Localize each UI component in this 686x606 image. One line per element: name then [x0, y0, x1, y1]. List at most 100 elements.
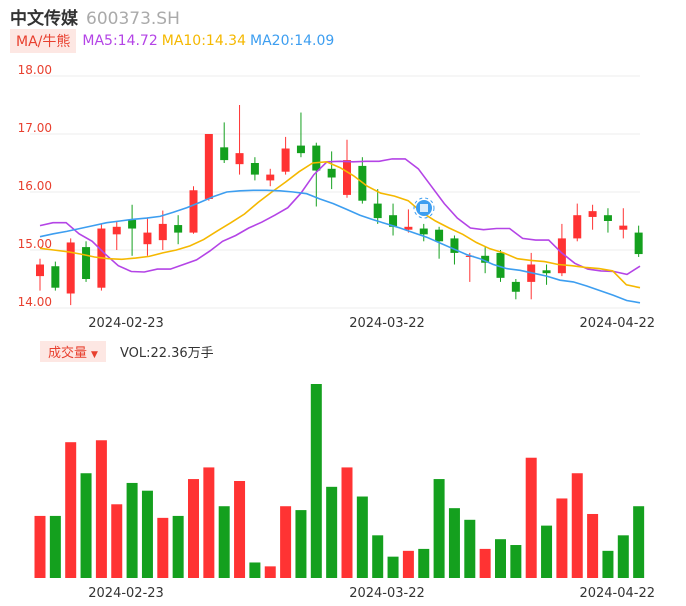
volume-bar — [433, 479, 445, 578]
volume-bar — [141, 490, 153, 578]
price-tick-label: 17.00 — [18, 121, 52, 135]
candle-body — [343, 160, 351, 195]
volume-bar — [157, 517, 169, 578]
ma10-label: MA10:14.34 — [161, 33, 247, 49]
volume-bar — [172, 515, 184, 578]
stock-name: 中文传媒 — [10, 9, 78, 29]
volume-bar — [249, 562, 261, 578]
candle-body — [204, 134, 213, 199]
date-tick-label: 2024-03-22 — [349, 586, 425, 601]
candle-body — [36, 264, 44, 277]
volume-bar — [280, 506, 292, 578]
price-date-labels: 2024-02-23 2024-03-22 2024-04-22 — [88, 316, 655, 331]
stock-code: 600373.SH — [86, 9, 180, 29]
candle — [204, 134, 213, 201]
volume-toggle-label: 成交量 — [48, 345, 88, 361]
date-tick-label: 2024-02-23 — [88, 586, 164, 601]
candle-body — [112, 226, 121, 235]
volume-bar — [49, 515, 61, 578]
candle-body — [481, 255, 490, 263]
candle-body — [573, 215, 582, 239]
candle — [250, 157, 259, 181]
news-marker-icon[interactable] — [413, 197, 435, 219]
volume-bar — [402, 550, 414, 578]
volume-bar — [372, 535, 384, 578]
volume-legend: 成交量 ▼ VOL:22.36万手 — [40, 340, 214, 362]
date-tick-label: 2024-04-22 — [579, 316, 655, 331]
candle — [296, 112, 305, 158]
candle-body — [634, 232, 643, 255]
volume-bar — [218, 506, 230, 578]
moving-average-lines — [39, 158, 641, 304]
candle-body — [389, 215, 398, 227]
volume-bar — [95, 440, 107, 578]
volume-bar — [34, 515, 46, 578]
volume-bar — [356, 496, 368, 578]
volume-bar — [541, 525, 553, 578]
candle-body — [158, 223, 167, 241]
volume-bar — [602, 550, 614, 578]
ma20-line — [39, 189, 641, 304]
candle-body — [588, 211, 597, 217]
volume-bar — [633, 506, 645, 578]
candle — [143, 218, 152, 256]
volume-bar — [495, 539, 506, 578]
candle-body — [435, 229, 444, 242]
candle — [66, 238, 75, 306]
volume-bar — [448, 508, 460, 578]
candle — [557, 223, 566, 277]
candle-body — [128, 219, 137, 229]
candle — [404, 209, 413, 233]
volume-bar — [234, 481, 246, 578]
candle-body — [220, 147, 229, 161]
candle — [603, 208, 612, 233]
candle-body — [312, 145, 321, 171]
price-axis-labels: 18.00 17.00 16.00 15.00 14.00 — [18, 63, 52, 309]
volume-bar — [525, 457, 537, 578]
candle — [158, 210, 167, 250]
volume-bar — [464, 519, 476, 578]
candle — [619, 208, 628, 239]
ma-toggle-button[interactable]: MA/牛熊 — [10, 29, 77, 53]
candle — [112, 221, 121, 250]
volume-bar — [387, 556, 399, 578]
ma5-line — [39, 158, 641, 276]
candle — [312, 142, 321, 207]
candle-body — [496, 252, 505, 278]
candle-body — [542, 270, 551, 274]
date-tick-label: 2024-02-23 — [88, 316, 164, 331]
candle — [542, 264, 551, 285]
candle-body — [174, 225, 183, 233]
candle-body — [404, 226, 413, 230]
volume-bar — [126, 482, 138, 578]
candle — [235, 105, 244, 175]
volume-bar — [188, 479, 199, 578]
candle — [82, 241, 91, 282]
volume-bar — [310, 384, 322, 578]
ma10-line — [39, 160, 641, 289]
candle — [343, 139, 351, 198]
date-tick-label: 2024-04-22 — [579, 586, 655, 601]
candle-body — [419, 228, 428, 235]
volume-bar — [65, 442, 77, 578]
date-tick-label: 2024-03-22 — [349, 316, 425, 331]
candle-body — [51, 266, 60, 288]
candle — [266, 168, 275, 187]
candle-body — [296, 145, 305, 154]
candle — [174, 215, 183, 245]
candle-body — [189, 190, 198, 233]
candle — [220, 122, 229, 163]
candle-body — [373, 203, 382, 219]
volume-bar — [326, 486, 338, 578]
candle-body — [82, 247, 91, 279]
price-tick-label: 16.00 — [18, 179, 52, 193]
price-tick-label: 18.00 — [18, 63, 52, 77]
volume-toggle-button[interactable]: 成交量 ▼ — [40, 340, 106, 362]
volume-bar — [556, 498, 568, 578]
candle-body — [603, 215, 612, 221]
candle-body — [250, 163, 259, 175]
ma-legend: MA/牛熊 MA5:14.72 MA10:14.34 MA20:14.09 — [10, 29, 338, 53]
candle-body — [450, 238, 459, 253]
candle — [281, 136, 290, 175]
